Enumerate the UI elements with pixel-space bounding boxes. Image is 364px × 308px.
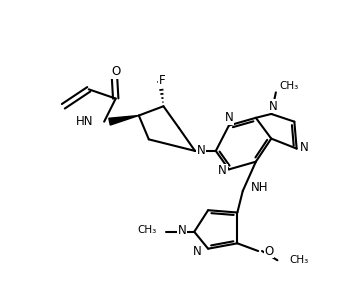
Polygon shape xyxy=(109,116,139,125)
Text: O: O xyxy=(111,65,120,78)
Text: F: F xyxy=(159,74,165,87)
Text: N: N xyxy=(300,140,309,154)
Text: HN: HN xyxy=(76,115,94,128)
Text: CH₃: CH₃ xyxy=(279,81,298,91)
Text: N: N xyxy=(268,100,277,113)
Text: N: N xyxy=(197,144,206,157)
Text: N: N xyxy=(178,224,187,237)
Text: N: N xyxy=(225,111,233,124)
Text: CH₃: CH₃ xyxy=(137,225,157,235)
Text: O: O xyxy=(264,245,274,257)
Text: N: N xyxy=(218,164,227,177)
Text: NH: NH xyxy=(250,181,268,194)
Text: N: N xyxy=(193,245,202,258)
Text: CH₃: CH₃ xyxy=(290,255,309,265)
